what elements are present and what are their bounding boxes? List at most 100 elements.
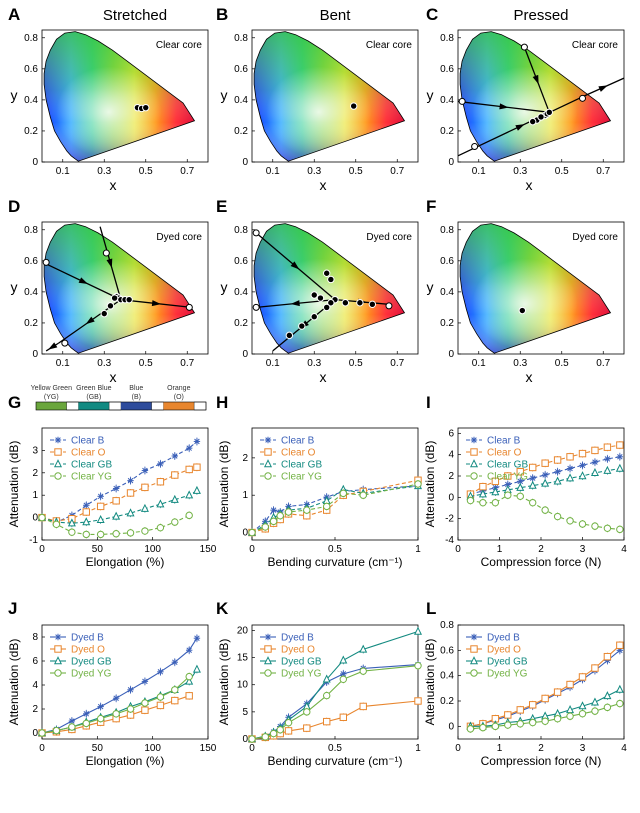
panel-D: 0.1 0.3 0.5 0.7 0 0.2 0.4 0.6 0.8 x y Dyed core xyxy=(11,221,209,385)
marker-circle xyxy=(52,520,61,529)
marker-circle xyxy=(470,669,478,677)
legend-label: Dyed GB xyxy=(71,657,112,668)
x-tick-label: 2 xyxy=(538,743,544,754)
legend-entry: Clear YG xyxy=(260,472,322,483)
x-axis-label: Elongation (%) xyxy=(86,754,165,768)
marker-triangle xyxy=(590,467,599,476)
y-tick-label: 0.4 xyxy=(234,95,248,106)
marker-triangle xyxy=(590,697,599,706)
marker-square xyxy=(193,463,201,471)
y-tick-label: 0.4 xyxy=(24,95,38,106)
y-tick-label: 0 xyxy=(32,349,38,360)
trajectory-arrow xyxy=(78,277,89,284)
x-tick-label: 0.1 xyxy=(266,358,280,369)
marker-triangle xyxy=(263,656,273,665)
marker-circle xyxy=(82,719,90,728)
y-tick-label: 0.4 xyxy=(440,671,454,682)
x-tick-label: 0.5 xyxy=(349,166,363,177)
marker-circle xyxy=(529,498,537,507)
trajectory-arrow xyxy=(85,316,95,325)
legend-label: Clear GB xyxy=(281,460,322,471)
axes-box xyxy=(251,29,419,163)
x-tick-label: 1 xyxy=(497,743,503,754)
marker-square xyxy=(541,459,549,467)
color-bar-label: (YG) xyxy=(44,394,59,401)
x-tick-label: 0.3 xyxy=(307,166,321,177)
panel-letter: H xyxy=(216,393,228,412)
marker-triangle xyxy=(578,471,587,480)
endpoint-marker xyxy=(458,97,466,105)
legend-entry: Dyed YG xyxy=(260,669,322,680)
marker-star xyxy=(54,633,62,641)
series-YG xyxy=(248,480,422,537)
cie-outline xyxy=(43,31,196,162)
y-tick-label: 0.8 xyxy=(440,620,454,631)
legend-label: Clear B xyxy=(487,436,521,447)
marker-circle xyxy=(126,705,135,713)
marker-square xyxy=(359,702,367,711)
trajectory-arrow xyxy=(290,261,300,270)
x-tick-label: 50 xyxy=(92,544,104,555)
marker-star xyxy=(127,477,134,484)
endpoint-marker xyxy=(252,303,260,311)
y-tick-label: 0.4 xyxy=(440,287,454,298)
series-YG xyxy=(466,699,624,733)
marker-square xyxy=(185,692,193,700)
x-tick-label: 3 xyxy=(580,544,586,555)
marker-square xyxy=(171,696,179,705)
x-axis-label: Compression force (N) xyxy=(481,555,602,569)
marker-circle xyxy=(248,528,256,537)
marker-square xyxy=(603,652,612,661)
marker-square xyxy=(414,697,422,705)
marker-triangle xyxy=(339,655,348,664)
data-point xyxy=(125,295,133,304)
x-tick-label: 0.7 xyxy=(390,166,404,177)
x-axis-label: x xyxy=(526,177,533,193)
trajectory-arrow xyxy=(106,258,113,268)
color-bar-segment xyxy=(163,402,195,410)
x-tick-label: 0.1 xyxy=(266,166,280,177)
marker-square xyxy=(112,497,120,505)
marker-circle xyxy=(359,667,367,675)
y-axis-label: y xyxy=(221,279,228,295)
marker-square xyxy=(566,680,574,689)
series-line xyxy=(251,479,419,534)
y-tick-label: 4 xyxy=(448,450,454,461)
x-tick-label: 0 xyxy=(249,544,255,555)
trajectory-lines xyxy=(518,306,527,315)
y-tick-label: -4 xyxy=(445,535,454,546)
legend-label: Clear O xyxy=(281,448,316,459)
y-tick-label: 0 xyxy=(448,721,454,732)
marker-square xyxy=(516,468,524,476)
marker-circle xyxy=(68,723,76,731)
series-line xyxy=(251,700,419,740)
panel-H: 0 0.5 1 0 1 2 Bending curvature (cm⁻¹) Attenuat… xyxy=(217,427,423,569)
legend-label: Dyed YG xyxy=(487,669,528,680)
trajectory-lines xyxy=(349,102,358,110)
marker-square xyxy=(141,706,149,714)
x-axis-label: x xyxy=(110,177,117,193)
color-bar-segment xyxy=(36,402,67,410)
panel-letter: C xyxy=(426,5,438,24)
panel-annotation: Clear core xyxy=(572,40,619,51)
y-tick-label: 0.8 xyxy=(234,225,248,236)
marker-circle xyxy=(616,699,624,708)
marker-star xyxy=(97,703,104,710)
y-tick-label: -1 xyxy=(29,535,38,546)
cie-gamut-white xyxy=(44,223,195,354)
marker-triangle xyxy=(192,485,201,494)
x-tick-label: 0.3 xyxy=(97,166,111,177)
marker-triangle xyxy=(553,476,562,485)
x-tick-label: 0 xyxy=(455,544,461,555)
series-O xyxy=(38,463,201,525)
marker-circle xyxy=(303,708,311,716)
legend-entry: Clear YG xyxy=(466,472,528,483)
legend-entry: Clear B xyxy=(466,436,521,447)
axes-box xyxy=(41,221,209,355)
legend-label: Clear GB xyxy=(71,460,112,471)
marker-circle xyxy=(616,525,624,534)
marker-triangle xyxy=(615,684,624,693)
marker-circle xyxy=(82,530,90,539)
endpoint-marker xyxy=(61,339,69,347)
marker-circle xyxy=(339,675,347,683)
